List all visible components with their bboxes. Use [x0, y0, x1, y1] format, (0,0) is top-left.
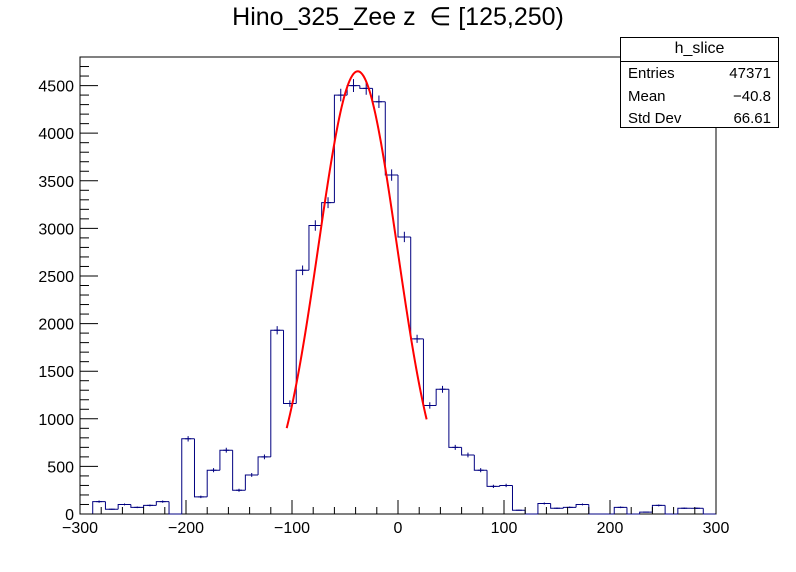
stats-label: Entries [628, 65, 675, 82]
histogram-bin [410, 236, 424, 340]
error-bar [554, 507, 560, 510]
y-tick-label: 0 [65, 507, 74, 524]
error-bar [515, 509, 522, 511]
error-bar [426, 402, 433, 409]
histogram-bin [384, 101, 398, 176]
error-bar [261, 454, 268, 460]
error-bar [388, 169, 395, 181]
histogram-bin [168, 501, 182, 515]
error-bar [274, 326, 281, 335]
error-bar [134, 506, 141, 509]
x-tick-label: 200 [597, 520, 624, 537]
error-bar [617, 506, 624, 509]
histogram-bin [664, 505, 678, 515]
error-bar [490, 484, 497, 489]
histogram-bin [537, 503, 551, 514]
histogram-bin [473, 454, 488, 471]
stats-row-std-dev: Std Dev 66.61 [621, 107, 778, 130]
error-bar [337, 88, 344, 102]
histogram-bin [511, 485, 526, 511]
error-bar [197, 495, 204, 499]
histogram-bin [626, 507, 640, 515]
histogram-bin [613, 506, 627, 514]
error-bar [477, 468, 484, 473]
x-tick-label: 100 [491, 520, 518, 537]
histogram-bin [677, 507, 691, 514]
stats-row-mean: Mean −40.8 [621, 85, 778, 108]
stats-label: Mean [628, 87, 666, 105]
stats-row-entries: Entries 47371 [621, 62, 778, 85]
error-bar [681, 507, 688, 510]
error-bar [185, 436, 192, 442]
histogram-bin [422, 338, 437, 406]
error-bar [401, 231, 408, 243]
error-bar [248, 473, 255, 477]
error-bar [121, 503, 128, 506]
error-bar [375, 95, 382, 109]
gaussian-fit-curve [285, 70, 428, 429]
error-bar [236, 488, 242, 492]
error-bar [579, 503, 586, 506]
y-tick-label: 3500 [38, 174, 74, 191]
error-bar [439, 385, 446, 393]
histogram-bin [651, 504, 666, 513]
histogram-bin [486, 470, 500, 487]
error-bar [159, 500, 166, 503]
stats-label: Std Dev [628, 110, 682, 127]
y-tick-label: 1000 [38, 412, 74, 429]
histogram-bin [257, 456, 271, 475]
error-bar [146, 504, 153, 507]
y-tick-label: 2500 [38, 269, 74, 286]
histogram-bin [270, 329, 284, 457]
x-tick-label: 0 [394, 520, 403, 537]
error-bar [414, 334, 421, 343]
stats-box-name: h_slice [621, 38, 778, 62]
stats-value: −40.8 [733, 87, 771, 105]
histogram-bin [219, 449, 233, 471]
histogram-bin [181, 438, 195, 514]
stats-value: 66.61 [733, 110, 771, 127]
histogram-bin [524, 510, 538, 515]
histogram-bin [448, 389, 462, 448]
stats-box: h_slice Entries 47371 Mean −40.8 Std Dev… [620, 37, 779, 128]
histogram-bin [588, 504, 602, 515]
error-bar [452, 444, 459, 450]
histogram-bin [397, 175, 411, 238]
y-tick-label: 1500 [38, 364, 74, 381]
error-bar [350, 79, 357, 92]
y-tick-label: 500 [47, 459, 74, 476]
y-tick-label: 4500 [38, 79, 74, 96]
error-bar [541, 502, 548, 505]
error-bar [96, 500, 103, 503]
y-tick-label: 3000 [38, 221, 74, 238]
histogram-bin [104, 501, 119, 510]
error-bar [655, 504, 662, 507]
error-bar [503, 483, 510, 488]
histogram-bin [702, 508, 716, 515]
histogram-bin [92, 501, 106, 514]
x-tick-label: 300 [703, 520, 730, 537]
error-bar [643, 511, 650, 513]
x-tick-label: −200 [168, 520, 204, 537]
error-bar [299, 265, 306, 276]
error-bar [108, 508, 115, 510]
histogram-bin [232, 450, 246, 491]
stats-value: 47371 [729, 65, 771, 82]
histogram-bin [295, 269, 309, 404]
histogram-bin [244, 474, 259, 491]
error-bar [325, 197, 332, 209]
y-tick-label: 4000 [38, 126, 74, 143]
chart-title: Hino_325_Zee z ∈ [125,250) [232, 3, 564, 31]
error-bar [223, 447, 230, 453]
x-tick-label: −100 [274, 520, 310, 537]
error-bar [312, 220, 319, 231]
histogram-bin [206, 469, 220, 497]
x-tick-label: −300 [62, 520, 98, 537]
histogram-bin [193, 438, 208, 498]
y-tick-label: 2000 [38, 317, 74, 334]
error-bar [210, 468, 217, 473]
error-bar [464, 452, 471, 458]
